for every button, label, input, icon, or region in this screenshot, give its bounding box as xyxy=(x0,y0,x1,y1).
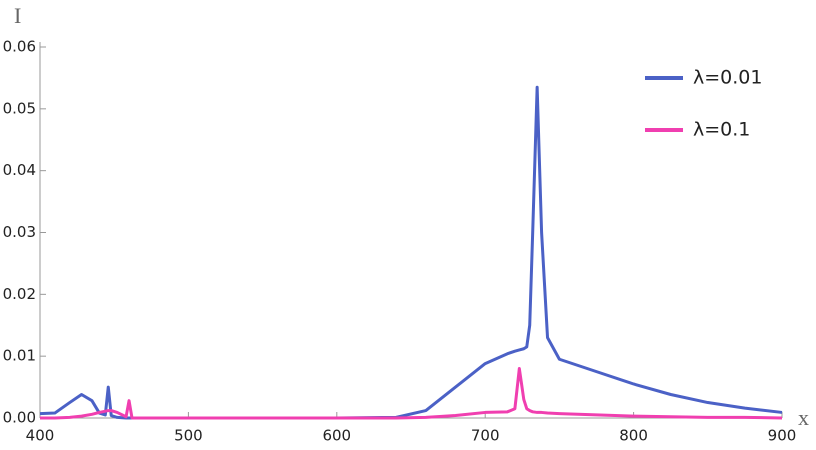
legend-label: λ=0.01 xyxy=(693,67,762,89)
y-tick-label: 0.03 xyxy=(3,223,36,241)
y-tick-label: 0.06 xyxy=(3,38,36,56)
series-line xyxy=(40,367,783,420)
x-tick-label: 400 xyxy=(26,427,55,445)
y-tick-label: 0.05 xyxy=(3,99,36,117)
y-tick-label: 0.00 xyxy=(3,409,36,427)
y-tick-label: 0.04 xyxy=(3,161,36,179)
x-tick-label: 700 xyxy=(471,427,500,445)
x-tick-label: 800 xyxy=(619,427,648,445)
x-axis-label: x xyxy=(798,405,809,430)
y-axis-label: I xyxy=(14,3,21,28)
series-line xyxy=(39,85,783,420)
legend-label: λ=0.1 xyxy=(693,119,750,141)
x-tick-label: 500 xyxy=(174,427,203,445)
x-tick-label: 900 xyxy=(768,427,797,445)
x-tick-label: 600 xyxy=(322,427,351,445)
y-tick-label: 0.02 xyxy=(3,285,36,303)
y-tick-label: 0.01 xyxy=(3,347,36,365)
